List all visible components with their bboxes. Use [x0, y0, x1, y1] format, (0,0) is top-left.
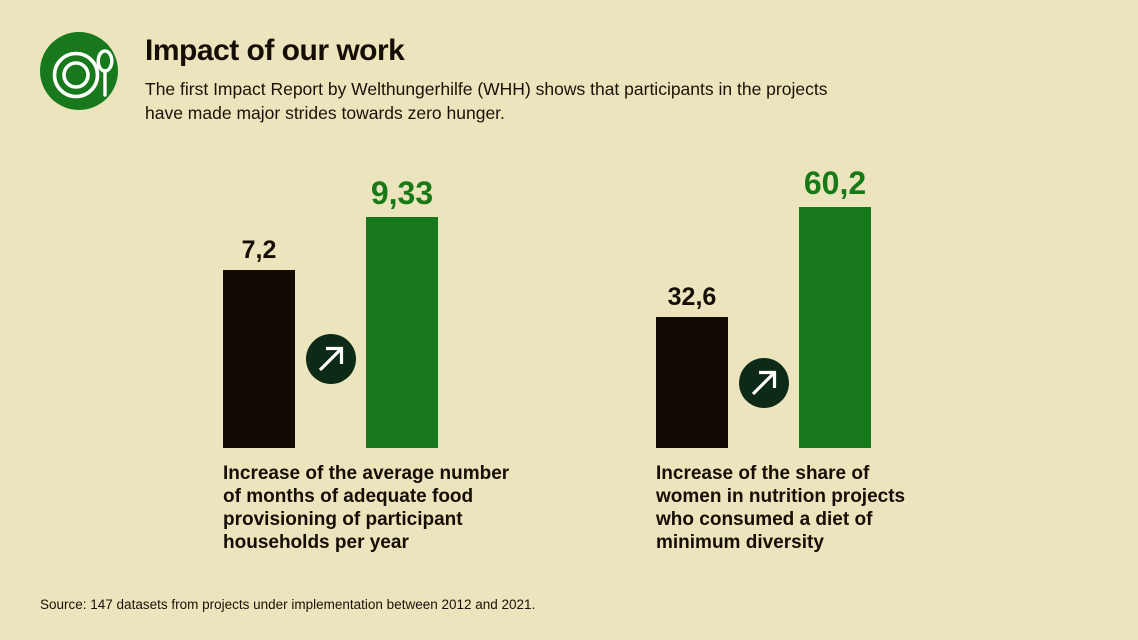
plate-and-spoon-icon	[40, 32, 118, 110]
value-label-after: 60,2	[803, 165, 867, 201]
header: Impact of our work The first Impact Repo…	[145, 34, 985, 125]
whh-logo	[40, 32, 118, 110]
chart-food-provisioning: 7,2 9,33	[223, 160, 439, 448]
bar-column-after: 60,2	[799, 165, 871, 448]
increase-arrow-icon	[306, 334, 356, 384]
bar-before	[223, 270, 295, 448]
value-label-after: 9,33	[370, 175, 434, 211]
bar-after	[799, 207, 871, 448]
chart-diet-diversity: 32,6 60,2	[656, 160, 872, 448]
value-label-before: 32,6	[667, 283, 717, 311]
bar-column-after: 9,33	[366, 175, 438, 448]
increase-arrow-icon	[739, 358, 789, 408]
bar-after	[366, 217, 438, 448]
page-title: Impact of our work	[145, 34, 405, 67]
bar-column-before: 32,6	[656, 283, 728, 448]
bar-before	[656, 317, 728, 448]
chart-caption-diet-diversity: Increase of the share of women in nutrit…	[656, 463, 906, 553]
page-subtitle: The first Impact Report by Welthungerhil…	[145, 79, 828, 123]
bar-column-before: 7,2	[223, 236, 295, 448]
chart-caption-food-provisioning: Increase of the average number of months…	[223, 463, 510, 553]
source-note: Source: 147 datasets from projects under…	[40, 597, 536, 612]
value-label-before: 7,2	[241, 236, 277, 264]
